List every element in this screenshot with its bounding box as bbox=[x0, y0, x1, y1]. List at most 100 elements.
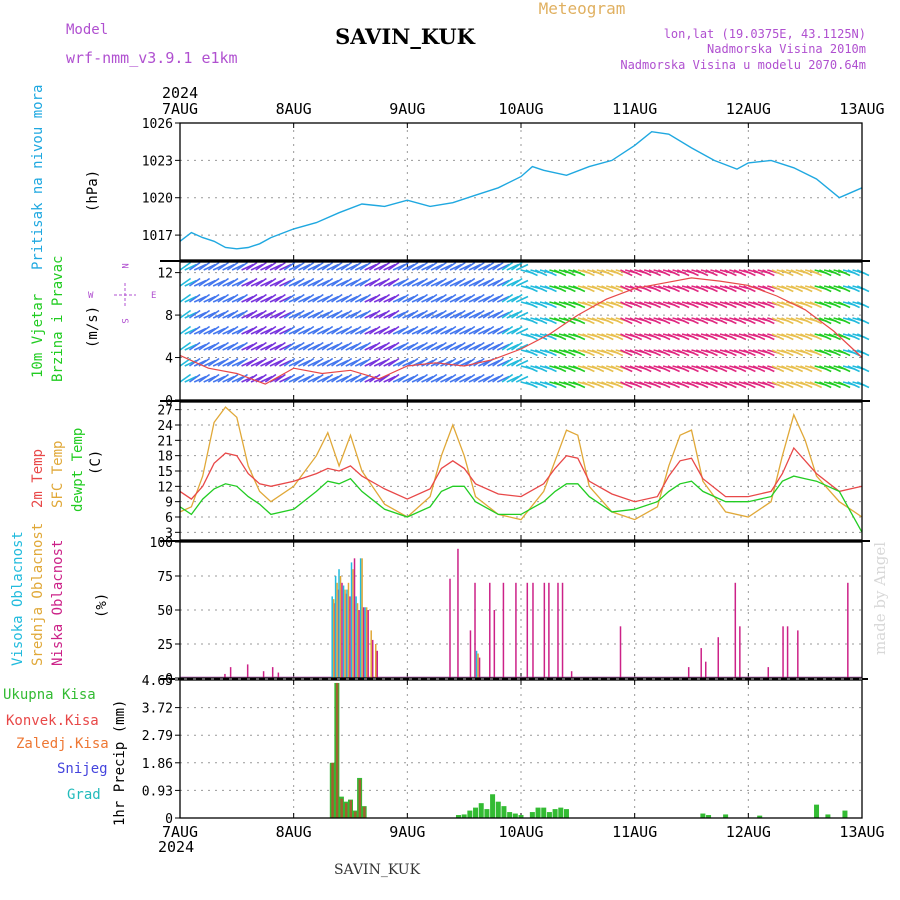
wind-barb bbox=[207, 261, 220, 271]
cloud-bar-low bbox=[376, 650, 379, 678]
wind-barb bbox=[288, 311, 302, 319]
wind-barb bbox=[222, 327, 235, 335]
wind-barb bbox=[260, 295, 273, 303]
wind-barb bbox=[236, 277, 248, 287]
wind-barb bbox=[326, 311, 339, 319]
wind-barb bbox=[800, 381, 813, 389]
wind-barb bbox=[501, 277, 514, 287]
wind-barb bbox=[487, 295, 500, 303]
wind-barb bbox=[317, 295, 330, 303]
wind-barb bbox=[837, 269, 851, 277]
wind-barb bbox=[298, 327, 311, 335]
wind-barb bbox=[283, 341, 296, 351]
wind-barb bbox=[430, 279, 444, 287]
wind-barb bbox=[307, 263, 321, 271]
y-tick-label: 2.79 bbox=[142, 729, 173, 744]
wind-barb bbox=[828, 333, 841, 341]
wind-barb bbox=[601, 349, 614, 357]
wind-barb bbox=[298, 359, 311, 367]
wind-barb bbox=[193, 311, 207, 319]
wind-barb bbox=[402, 295, 415, 303]
wind-barb bbox=[245, 341, 258, 351]
cloud-bar-mid bbox=[375, 644, 377, 678]
wind-barb bbox=[264, 277, 277, 287]
wind-barb bbox=[563, 349, 576, 357]
wind-barb bbox=[226, 261, 239, 271]
wind-barb bbox=[444, 277, 457, 287]
y-tick-label: 8 bbox=[165, 309, 173, 324]
wind-barb bbox=[364, 295, 377, 303]
compass-n: N bbox=[119, 263, 129, 268]
wind-barb bbox=[250, 295, 264, 303]
cloud-ylabel-mid: Srednja Oblacnost bbox=[30, 523, 46, 666]
pressure-ylabel: Pritisak na nivou mora bbox=[30, 85, 46, 270]
temp-ylabel-dew: dewpt Temp bbox=[70, 428, 86, 512]
wind-barb bbox=[189, 277, 201, 287]
wind-barb bbox=[430, 311, 444, 319]
wind-barb bbox=[331, 357, 343, 367]
wind-barb bbox=[743, 317, 756, 325]
wind-barb bbox=[771, 365, 785, 373]
wind-barb bbox=[828, 301, 841, 309]
wind-barb bbox=[340, 341, 353, 351]
wind-barb bbox=[459, 327, 472, 335]
precip-bar-total bbox=[490, 794, 496, 818]
wind-barb bbox=[368, 309, 381, 319]
wind-barb bbox=[781, 333, 794, 341]
wind-barb bbox=[473, 341, 485, 351]
wind-barb bbox=[620, 349, 633, 357]
wind-barb bbox=[274, 357, 286, 367]
wind-barb bbox=[354, 279, 368, 287]
wind-barb bbox=[620, 365, 633, 373]
panel-frame bbox=[179, 679, 863, 819]
wind-barb bbox=[321, 373, 334, 383]
wind-barb bbox=[307, 327, 321, 335]
wind-barb bbox=[591, 333, 605, 341]
wind-barb bbox=[478, 311, 491, 319]
wind-barb bbox=[459, 263, 472, 271]
wind-barb bbox=[378, 293, 391, 303]
wind-barbs bbox=[179, 261, 870, 389]
y-tick-label: 12 bbox=[157, 480, 173, 495]
wind-barb bbox=[676, 301, 690, 309]
wind-barb bbox=[425, 357, 438, 367]
wind-barb bbox=[454, 325, 466, 335]
wind-barb bbox=[676, 333, 690, 341]
y-tick-label: 4 bbox=[165, 352, 173, 367]
wind-barb bbox=[667, 301, 680, 309]
cloud-bar-low bbox=[782, 626, 784, 678]
wind-barb bbox=[293, 277, 305, 287]
wind-barb bbox=[705, 365, 718, 373]
wind-barb bbox=[217, 309, 229, 319]
cloud-bar-low bbox=[739, 626, 741, 678]
wind-barb bbox=[383, 375, 396, 383]
wind-barb bbox=[492, 341, 504, 351]
y-tick-label: 1023 bbox=[142, 154, 173, 169]
wind-barb bbox=[553, 381, 567, 389]
wind-barb bbox=[283, 357, 296, 367]
wind-barb bbox=[733, 269, 747, 277]
wind-barb bbox=[392, 279, 406, 287]
wind-barb bbox=[705, 285, 718, 293]
wind-barb bbox=[501, 293, 514, 303]
wind-barb bbox=[269, 359, 283, 367]
y-tick-label: 15 bbox=[157, 465, 173, 480]
wind-barb bbox=[269, 279, 283, 287]
wind-barb bbox=[525, 317, 538, 325]
wind-barb bbox=[847, 269, 860, 277]
wind-barb bbox=[307, 311, 321, 319]
wind-barb bbox=[440, 375, 453, 383]
wind-barb bbox=[345, 263, 358, 271]
y-tick-label: 1026 bbox=[142, 117, 173, 132]
wind-barb bbox=[639, 381, 652, 389]
wind-barb bbox=[402, 375, 415, 383]
wind-barb bbox=[354, 295, 368, 303]
precip-bar-total bbox=[814, 804, 820, 818]
wind-barb bbox=[184, 375, 197, 383]
wind-barb bbox=[354, 263, 368, 271]
wind-barb bbox=[463, 277, 476, 287]
precip-bar-conv bbox=[344, 803, 348, 818]
wind-barb bbox=[193, 263, 207, 271]
precip-bar-total bbox=[700, 813, 706, 818]
precip-bar-conv bbox=[340, 798, 343, 818]
